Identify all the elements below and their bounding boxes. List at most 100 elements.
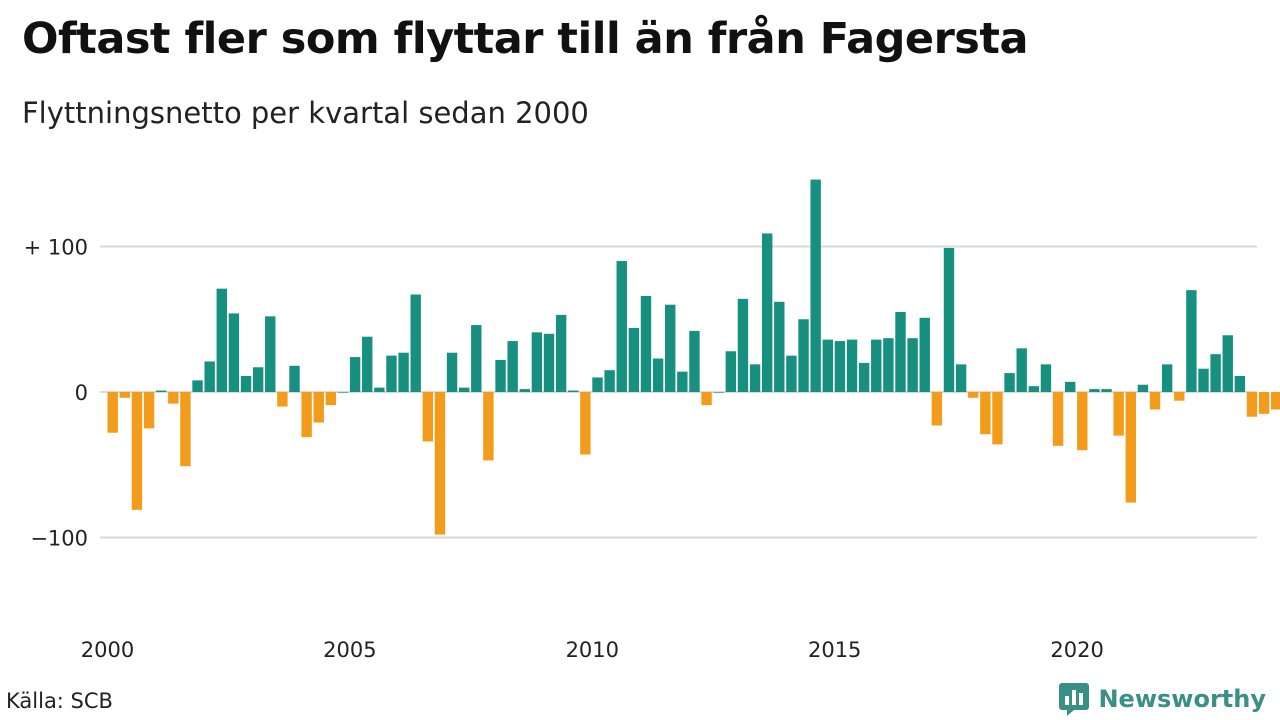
- bar: [713, 392, 724, 393]
- x-axis-labels: 2000 2005 2010 2015 2020: [81, 638, 1104, 662]
- bar: [1064, 381, 1076, 392]
- bar: [919, 317, 930, 392]
- bar: [1004, 373, 1015, 392]
- source-note: Källa: SCB: [6, 689, 113, 713]
- bar: [1258, 392, 1270, 414]
- bar: [568, 390, 579, 393]
- bar: [216, 288, 227, 392]
- bar: [834, 341, 846, 392]
- x-tick-label: 2010: [566, 638, 619, 662]
- bar: [1246, 392, 1258, 417]
- bar: [786, 355, 797, 393]
- bar: [968, 392, 979, 398]
- bar: [1234, 376, 1246, 393]
- bar: [1113, 392, 1124, 436]
- bar: [204, 361, 215, 392]
- bar: [192, 380, 203, 392]
- bar: [1174, 392, 1185, 401]
- chart-title: Oftast fler som flyttar till än från Fag…: [22, 14, 1028, 64]
- bar: [1198, 368, 1209, 392]
- bar: [592, 377, 603, 392]
- bar: [289, 365, 300, 392]
- bar: [240, 376, 252, 393]
- bar: [640, 295, 652, 392]
- bar: [883, 338, 894, 393]
- bar: [325, 392, 337, 406]
- bar: [471, 325, 482, 392]
- bar: [362, 336, 373, 392]
- bar: [907, 338, 918, 393]
- bar: [895, 311, 906, 393]
- bar: [313, 392, 324, 423]
- bar: [1222, 335, 1233, 392]
- bar: [507, 341, 518, 392]
- bar: [992, 392, 1003, 445]
- bar: [277, 392, 288, 407]
- bar-chart-speech-bubble-icon: [1059, 683, 1090, 716]
- bar: [1052, 392, 1064, 446]
- bar: [131, 392, 143, 510]
- bar: [228, 313, 240, 392]
- bar: [168, 392, 179, 404]
- bar: [774, 301, 785, 392]
- x-tick-label: 2005: [323, 638, 376, 662]
- bar: [180, 392, 191, 467]
- bar: [1077, 392, 1088, 451]
- bar: [701, 392, 712, 406]
- x-tick-label: 2000: [81, 638, 134, 662]
- bar: [119, 392, 131, 398]
- x-tick-label: 2015: [808, 638, 861, 662]
- bar: [737, 298, 749, 392]
- bar: [543, 333, 555, 392]
- bar: [155, 390, 167, 393]
- bar: [943, 247, 955, 392]
- bar: [1040, 364, 1052, 393]
- bar: [301, 392, 312, 438]
- bar: [689, 330, 700, 392]
- bar: [1137, 384, 1149, 393]
- bar: [1101, 389, 1112, 392]
- bar: [677, 371, 688, 392]
- bar: [604, 370, 615, 393]
- bar: [931, 392, 943, 426]
- bar: [749, 364, 761, 393]
- bar: [1125, 392, 1136, 503]
- bar: [871, 339, 882, 392]
- bar: [761, 233, 773, 392]
- bar: [580, 392, 591, 455]
- bar: [798, 319, 809, 392]
- bars: [107, 179, 1280, 535]
- bar: [822, 339, 833, 392]
- bar: [665, 304, 676, 392]
- bar: [374, 387, 385, 392]
- y-tick-label: + 100: [24, 236, 88, 260]
- bar: [1016, 348, 1027, 392]
- bar: [252, 367, 264, 392]
- bar: [628, 327, 640, 392]
- y-tick-label: 0: [75, 381, 88, 405]
- bar: [1028, 386, 1040, 392]
- bar: [1161, 364, 1173, 393]
- bar: [616, 261, 627, 392]
- chart-subtitle: Flyttningsnetto per kvartal sedan 2000: [22, 96, 589, 130]
- bar: [434, 392, 446, 535]
- bar: [446, 352, 458, 392]
- bar: [386, 355, 397, 393]
- bar: [1271, 392, 1280, 410]
- bar: [519, 389, 530, 392]
- bar: [143, 392, 155, 429]
- bar: [107, 392, 118, 433]
- bar: [265, 316, 276, 392]
- bar: [398, 352, 409, 392]
- bar: [955, 364, 967, 393]
- bar: [1089, 389, 1100, 392]
- bar: [846, 339, 858, 392]
- bar: [337, 392, 349, 393]
- bar: [483, 392, 494, 461]
- bar: [1149, 392, 1161, 410]
- bar: [980, 392, 991, 435]
- bar: [652, 358, 664, 392]
- bar: [858, 362, 870, 392]
- bar: [725, 351, 737, 392]
